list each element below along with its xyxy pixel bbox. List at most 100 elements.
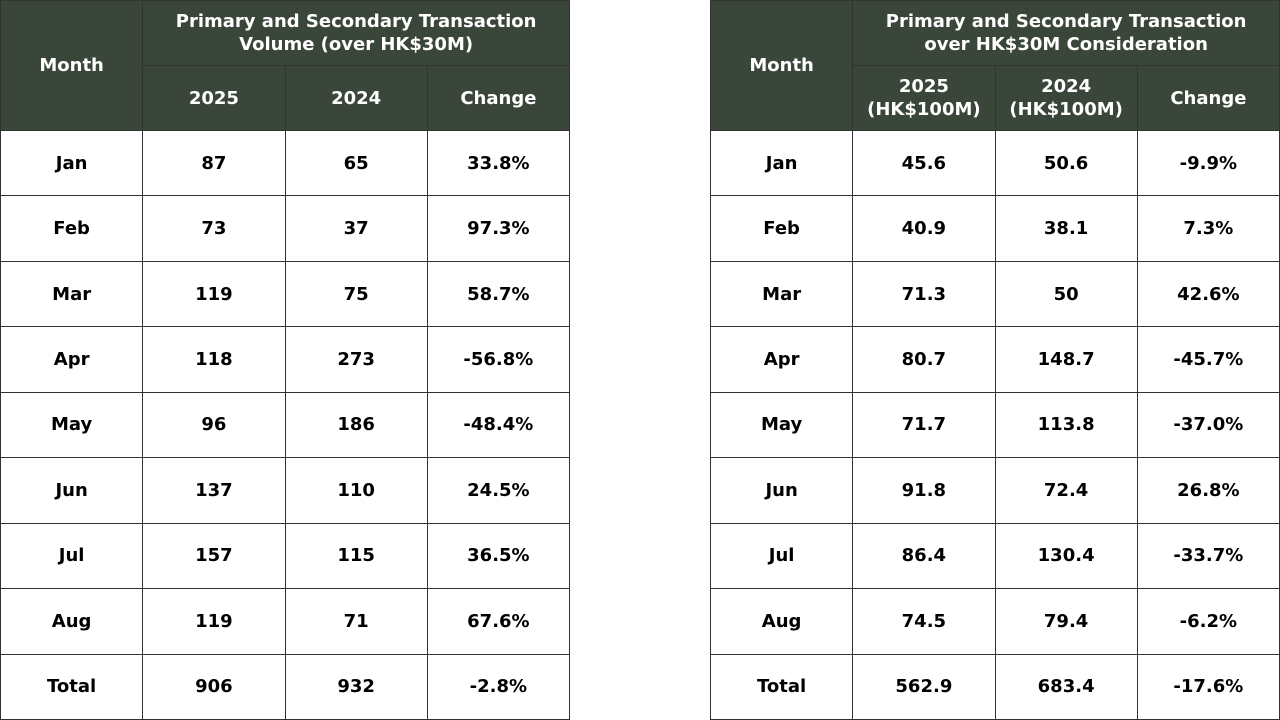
month-cell: Total — [0, 653, 144, 720]
value-cell: -56.8% — [426, 326, 571, 393]
value-cell: 86.4 — [852, 522, 996, 590]
month-cell: Mar — [709, 260, 854, 328]
month-cell: Feb — [0, 195, 144, 262]
data-row: Jan 45.6 50.6 -9.9% — [709, 129, 1280, 197]
value-cell: -9.9% — [1136, 129, 1280, 197]
value-cell: 932 — [284, 653, 428, 720]
header-row: Month Primary and Secondary Transaction V… — [0, 0, 570, 131]
header-row: 2025 2024 Change — [1, 65, 571, 131]
value-cell: 50.6 — [994, 129, 1138, 197]
value-cell: -17.6% — [1136, 653, 1280, 720]
value-cell: 97.3% — [426, 195, 571, 262]
data-row: Jun 137 110 24.5% — [0, 457, 571, 524]
month-cell: Feb — [709, 195, 854, 262]
header-row: 2025 (HK$100M) 2024 (HK$100M) Change — [711, 65, 1280, 131]
value-cell: 79.4 — [994, 588, 1138, 655]
value-cell: 80.7 — [852, 326, 996, 393]
value-cell: -48.4% — [426, 391, 571, 459]
month-cell: Jul — [0, 522, 144, 590]
value-cell: 110 — [284, 457, 428, 524]
data-row: Total 906 932 -2.8% — [0, 653, 571, 720]
value-cell: 75 — [284, 260, 428, 328]
column-header: 2025 — [142, 65, 286, 131]
value-cell: 33.8% — [426, 129, 571, 197]
data-row: Jan 87 65 33.8% — [0, 129, 571, 197]
value-cell: 65 — [284, 129, 428, 197]
value-cell: 96 — [142, 391, 286, 459]
data-row: May 71.7 113.8 -37.0% — [709, 391, 1280, 459]
value-cell: 45.6 — [852, 129, 996, 197]
value-cell: 273 — [284, 326, 428, 393]
month-header: Month — [709, 0, 854, 131]
data-row: Apr 118 273 -56.8% — [0, 326, 571, 393]
value-cell: 72.4 — [994, 457, 1138, 524]
data-row: Mar 71.3 50 42.6% — [709, 260, 1280, 328]
column-header: Change — [1136, 65, 1280, 131]
value-cell: 157 — [142, 522, 286, 590]
value-cell: 40.9 — [852, 195, 996, 262]
month-cell: Total — [709, 653, 854, 720]
value-cell: 137 — [142, 457, 286, 524]
month-cell: May — [709, 391, 854, 459]
value-cell: 58.7% — [426, 260, 571, 328]
data-row: Jun 91.8 72.4 26.8% — [709, 457, 1280, 524]
value-cell: 118 — [142, 326, 286, 393]
value-cell: 42.6% — [1136, 260, 1280, 328]
data-row: Aug 74.5 79.4 -6.2% — [709, 588, 1280, 655]
month-header: Month — [0, 0, 144, 131]
header-row: Month Primary and Secondary Transaction o… — [709, 0, 1280, 131]
data-row: Feb 73 37 97.3% — [0, 195, 571, 262]
data-row: May 96 186 -48.4% — [0, 391, 571, 459]
value-cell: 36.5% — [426, 522, 571, 590]
month-cell: Jun — [709, 457, 854, 524]
value-cell: 119 — [142, 260, 286, 328]
value-cell: -37.0% — [1136, 391, 1280, 459]
value-cell: 71.7 — [852, 391, 996, 459]
value-cell: 130.4 — [994, 522, 1138, 590]
month-cell: Apr — [709, 326, 854, 393]
month-cell: Apr — [0, 326, 144, 393]
value-cell: -33.7% — [1136, 522, 1280, 590]
month-cell: Aug — [709, 588, 854, 655]
value-cell: 87 — [142, 129, 286, 197]
column-header: 2025 (HK$100M) — [852, 65, 996, 131]
data-row: Jul 86.4 130.4 -33.7% — [709, 522, 1280, 590]
month-cell: Jan — [709, 129, 854, 197]
column-header: Change — [426, 65, 571, 131]
value-cell: 37 — [284, 195, 428, 262]
value-cell: 7.3% — [1136, 195, 1280, 262]
value-cell: 91.8 — [852, 457, 996, 524]
month-cell: Jul — [709, 522, 854, 590]
month-cell: Aug — [0, 588, 144, 655]
data-row: Feb 40.9 38.1 7.3% — [709, 195, 1280, 262]
data-table: Month Primary and Secondary Transaction V… — [0, 0, 571, 720]
value-cell: -6.2% — [1136, 588, 1280, 655]
data-row: Total 562.9 683.4 -17.6% — [709, 653, 1280, 720]
value-cell: 683.4 — [994, 653, 1138, 720]
value-cell: 24.5% — [426, 457, 571, 524]
value-cell: 113.8 — [994, 391, 1138, 459]
value-cell: 148.7 — [994, 326, 1138, 393]
data-row: Mar 119 75 58.7% — [0, 260, 571, 328]
data-table: Month Primary and Secondary Transaction o… — [709, 0, 1280, 720]
value-cell: 67.6% — [426, 588, 571, 655]
value-cell: -45.7% — [1136, 326, 1280, 393]
value-cell: 562.9 — [852, 653, 996, 720]
month-cell: Jan — [0, 129, 144, 197]
group-header: Primary and Secondary Transaction Volume… — [142, 0, 570, 66]
value-cell: 73 — [142, 195, 286, 262]
value-cell: 71.3 — [852, 260, 996, 328]
value-cell: 50 — [994, 260, 1138, 328]
data-row: Jul 157 115 36.5% — [0, 522, 571, 590]
column-header: 2024 (HK$100M) — [994, 65, 1138, 131]
month-cell: Mar — [0, 260, 144, 328]
value-cell: 906 — [142, 653, 286, 720]
value-cell: 71 — [284, 588, 428, 655]
value-cell: 38.1 — [994, 195, 1138, 262]
group-header: Primary and Secondary Transaction over H… — [852, 0, 1280, 66]
column-header: 2024 — [284, 65, 428, 131]
value-cell: -2.8% — [426, 653, 571, 720]
value-cell: 26.8% — [1136, 457, 1280, 524]
data-row: Apr 80.7 148.7 -45.7% — [709, 326, 1280, 393]
